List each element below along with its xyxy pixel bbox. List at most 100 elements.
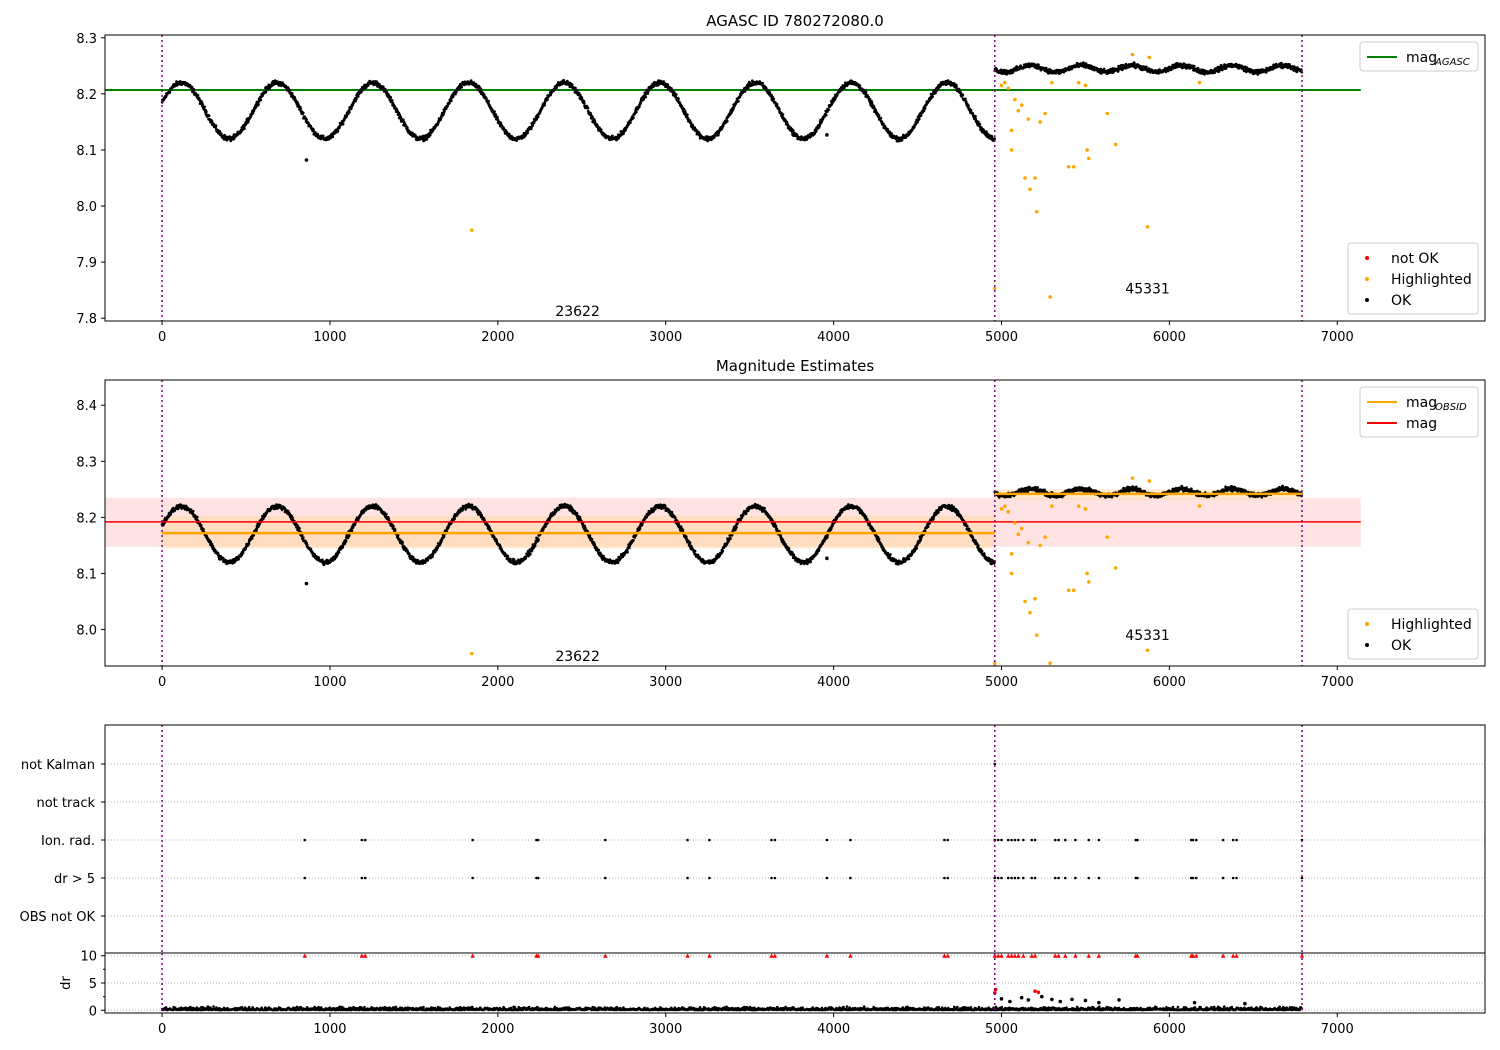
highlighted-point [1147, 55, 1152, 60]
ok-point [879, 116, 883, 120]
ok-point [393, 528, 397, 532]
legend-label: Highlighted [1391, 272, 1472, 288]
ok-point [321, 134, 325, 138]
ok-point [923, 106, 927, 110]
highlighted-point [1028, 187, 1032, 192]
highlighted-point [1197, 80, 1202, 85]
highlighted-point [470, 228, 474, 232]
x-tick-label: 5000 [985, 330, 1018, 345]
highlighted-point [1086, 156, 1091, 161]
highlighted-point [999, 83, 1004, 88]
ok-point [396, 534, 400, 537]
ok-point [212, 122, 216, 126]
ok-point [626, 550, 629, 554]
ok-point [390, 99, 394, 102]
ok-point [674, 93, 678, 96]
ok-point [721, 549, 725, 553]
highlighted-point [1026, 117, 1031, 121]
ok-point [446, 104, 449, 108]
ok-point [809, 560, 812, 564]
highlighted-point [1076, 80, 1081, 85]
ok-point [479, 87, 483, 91]
ok-point [270, 84, 274, 88]
ok-point [1116, 70, 1120, 73]
ok-point [575, 511, 579, 515]
ok-point [974, 114, 977, 118]
ok-point [774, 524, 778, 528]
highlighted-point [1013, 97, 1017, 102]
legend-point-swatch [1365, 277, 1369, 281]
ok-point [398, 113, 401, 117]
ok-point [632, 116, 635, 119]
ok-point [477, 85, 481, 89]
ok-point [545, 98, 549, 102]
highlighted-point [1009, 148, 1014, 152]
highlighted-point [1113, 142, 1118, 147]
ok-point [716, 133, 720, 137]
ok-point [775, 102, 779, 106]
ok-point [685, 113, 689, 117]
y-tick-label: 8.0 [76, 200, 97, 215]
ok-point [961, 93, 965, 97]
highlighted-point [1003, 80, 1007, 85]
highlighted-point [1023, 176, 1027, 180]
ok-point [746, 86, 750, 90]
ok-point [1144, 65, 1148, 69]
ok-point [533, 544, 537, 548]
legend-point-swatch [1365, 298, 1369, 302]
ok-point [304, 158, 309, 162]
ok-point [670, 510, 674, 514]
ok-point [763, 506, 766, 510]
axes-frame [104, 34, 1486, 322]
ok-point [1192, 64, 1196, 68]
ok-point [1037, 63, 1040, 67]
ok-point [693, 549, 697, 553]
ok-point [448, 101, 451, 105]
ok-point [354, 99, 357, 103]
ok-point [192, 88, 196, 91]
ok-point [917, 117, 921, 121]
ok-point [351, 526, 355, 529]
ok-point [978, 122, 982, 126]
ok-point [243, 127, 246, 131]
obsid-label: 23622 [555, 304, 600, 320]
ok-point [1102, 67, 1106, 71]
ok-point [389, 96, 393, 99]
chart-title: AGASC ID 780272080.0 [706, 12, 884, 30]
ok-point [425, 137, 429, 141]
x-tick-label: 4000 [817, 330, 850, 345]
highlighted-point [1085, 148, 1089, 152]
ok-point [485, 97, 488, 101]
highlighted-point [992, 286, 997, 291]
ok-point [544, 525, 547, 528]
ok-point [824, 113, 828, 117]
ok-point [729, 537, 732, 540]
x-tick-label: 2000 [481, 330, 514, 345]
highlighted-point [1048, 295, 1052, 299]
ok-point [383, 87, 387, 91]
ok-point [582, 101, 586, 105]
ok-point [301, 111, 305, 115]
ok-point [599, 128, 603, 132]
ok-point [877, 114, 881, 117]
ok-point [288, 89, 291, 92]
ok-point [258, 522, 261, 526]
ok-point [337, 551, 341, 554]
ok-point [356, 95, 360, 98]
highlighted-point [1043, 111, 1047, 116]
ok-point [350, 529, 354, 533]
ok-point [825, 133, 829, 137]
x-tick-label: 1000 [313, 330, 346, 345]
ok-point [191, 509, 195, 513]
ok-point [536, 115, 540, 119]
ok-point [543, 102, 547, 106]
ok-point [549, 93, 552, 97]
ok-point [634, 110, 638, 114]
ok-point [583, 526, 587, 530]
ok-point [298, 527, 301, 530]
ok-point [864, 90, 868, 94]
y-tick-label: 7.9 [76, 256, 97, 271]
